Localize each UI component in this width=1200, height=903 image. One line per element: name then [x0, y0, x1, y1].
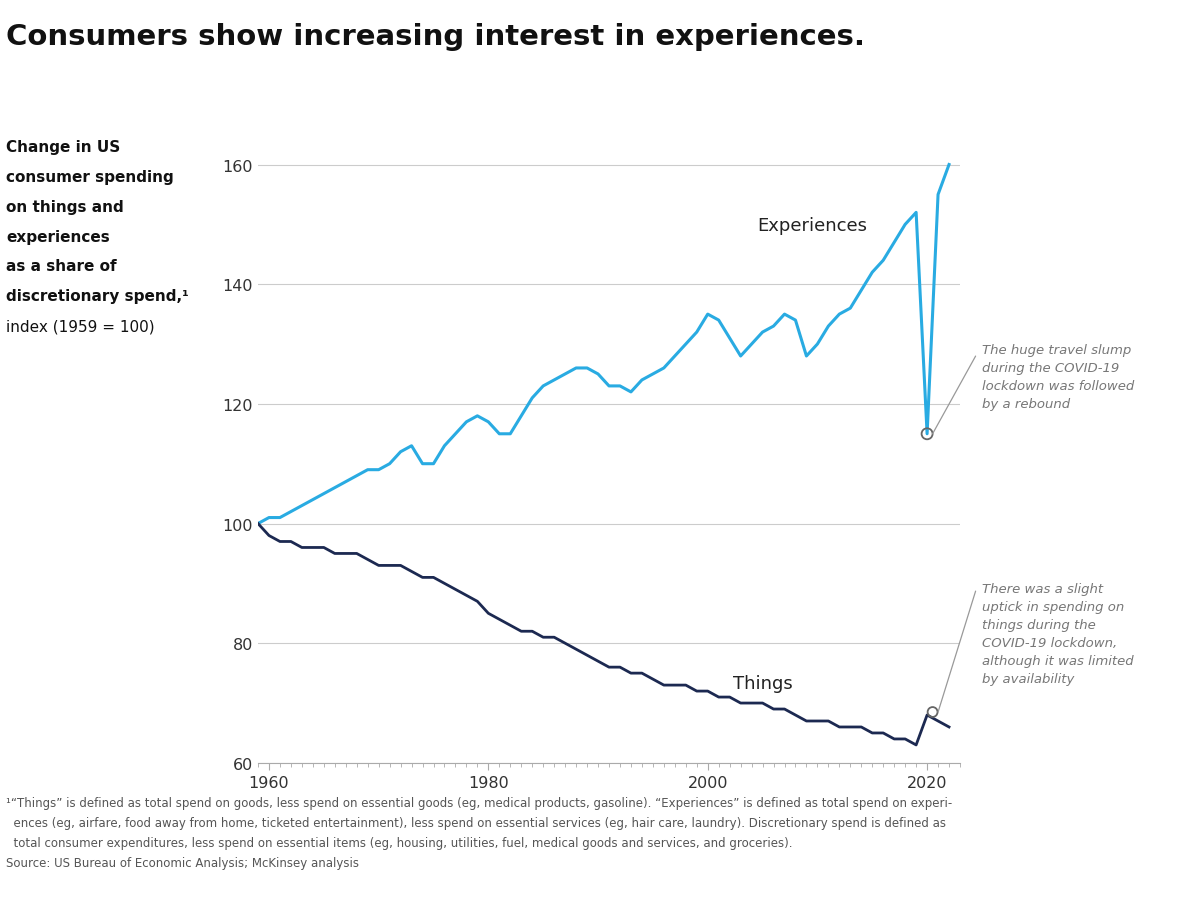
Text: Source: US Bureau of Economic Analysis; McKinsey analysis: Source: US Bureau of Economic Analysis; … — [6, 856, 359, 869]
Text: on things and: on things and — [6, 200, 124, 215]
Text: consumer spending: consumer spending — [6, 170, 174, 185]
Text: Experiences: Experiences — [757, 217, 866, 235]
Text: There was a slight
uptick in spending on
things during the
COVID-19 lockdown,
al: There was a slight uptick in spending on… — [982, 582, 1133, 685]
Text: discretionary spend,¹: discretionary spend,¹ — [6, 289, 188, 304]
Text: Change in US: Change in US — [6, 140, 120, 155]
Text: index (1959 = 100): index (1959 = 100) — [6, 319, 155, 334]
Text: experiences: experiences — [6, 229, 109, 245]
Text: The huge travel slump
during the COVID-19
lockdown was followed
by a rebound: The huge travel slump during the COVID-1… — [982, 343, 1134, 410]
Text: Things: Things — [733, 675, 792, 693]
Text: total consumer expenditures, less spend on essential items (eg, housing, utiliti: total consumer expenditures, less spend … — [6, 836, 792, 849]
Text: Consumers show increasing interest in experiences.: Consumers show increasing interest in ex… — [6, 23, 865, 51]
Text: ences (eg, airfare, food away from home, ticketed entertainment), less spend on : ences (eg, airfare, food away from home,… — [6, 816, 946, 829]
Text: as a share of: as a share of — [6, 259, 116, 275]
Text: ¹“Things” is defined as total spend on goods, less spend on essential goods (eg,: ¹“Things” is defined as total spend on g… — [6, 796, 953, 809]
